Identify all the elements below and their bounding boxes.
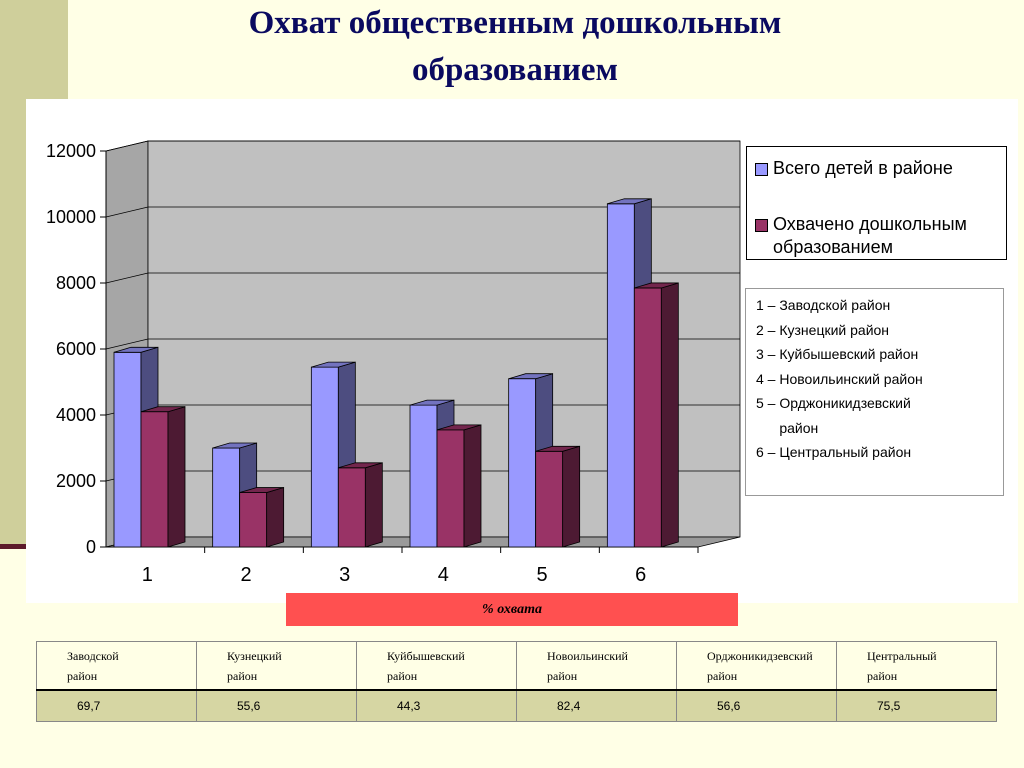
legend-label-covered: Охвачено дошкольным образованием	[773, 214, 967, 257]
district-key-line: 6 – Центральный район	[756, 444, 912, 460]
coverage-header-cell: Кузнецкий район	[196, 641, 357, 691]
gridline	[105, 272, 740, 284]
slide-title: Охват общественным дошкольным образовани…	[150, 0, 880, 94]
slide-title-line-2: образованием	[411, 52, 619, 88]
coverage-banner: % охвата	[286, 593, 738, 626]
bar-side	[364, 462, 383, 548]
y-tick-label: 6000	[56, 339, 96, 359]
district-key-line: район	[756, 419, 819, 436]
x-tick-label: 2	[240, 564, 251, 586]
y-tick-label: 12000	[46, 141, 96, 161]
bar-total	[212, 447, 241, 548]
bar-total	[409, 404, 438, 548]
y-tick-label: 4000	[56, 405, 96, 425]
bar-top	[409, 399, 455, 406]
district-key-line: 2 – Кузнецкий район	[756, 321, 890, 338]
bar-chart: 0 2000 4000 6000 8000 10000 12000 1 2 3 4 5 6	[46, 140, 741, 586]
district-key-box: 1 – Заводской район 2 – Кузнецкий район …	[745, 288, 1004, 496]
bar-top	[535, 445, 580, 452]
coverage-value-cell: 82,4	[516, 689, 677, 722]
coverage-value-cell: 55,6	[196, 689, 357, 722]
bar-covered	[633, 287, 662, 548]
bar-top	[212, 442, 257, 449]
bar-top	[436, 424, 482, 431]
x-tick-label: 1	[142, 564, 153, 586]
district-key-line: 5 – Орджоникидзевский	[756, 395, 911, 411]
bar-top	[508, 373, 553, 380]
y-tick-label: 8000	[56, 273, 96, 293]
bar-side	[562, 445, 581, 548]
coverage-header-cell: Заводской район	[36, 641, 197, 691]
legend-swatch-covered	[755, 219, 768, 232]
gridline	[105, 338, 740, 350]
bar-top	[607, 198, 652, 205]
x-tick-label: 6	[635, 564, 646, 586]
coverage-table: Заводской район Кузнецкий район Куйбышев…	[36, 641, 997, 722]
coverage-value-cell: 75,5	[836, 689, 997, 722]
gridline	[105, 206, 740, 218]
x-tick-label: 4	[438, 564, 449, 586]
coverage-header-row: Заводской район Кузнецкий район Куйбышев…	[36, 641, 997, 691]
bar-total	[508, 378, 537, 548]
bar-side	[660, 282, 679, 548]
bar-top	[311, 361, 356, 368]
bar-covered	[337, 467, 366, 548]
coverage-header-cell: Центральный район	[836, 641, 997, 691]
x-tick-label: 3	[339, 564, 350, 586]
district-key-line: 1 – Заводской район	[756, 297, 891, 313]
y-tick-label: 2000	[56, 471, 96, 491]
bar-covered	[436, 429, 465, 548]
chart-legend: Всего детей в районе Охвачено дошкольным…	[746, 146, 1007, 260]
bar-side	[167, 406, 186, 548]
coverage-value-cell: 56,6	[676, 689, 837, 722]
x-tick-label: 5	[536, 564, 547, 586]
bar-total	[113, 351, 142, 548]
bar-covered	[140, 411, 169, 548]
bar-covered	[239, 492, 268, 548]
legend-swatch-total	[755, 163, 768, 176]
bar-top	[338, 462, 383, 469]
coverage-header-cell: Новоильинский район	[516, 641, 677, 691]
bar-total	[310, 366, 339, 548]
legend-label-total: Всего детей в районе	[773, 158, 953, 178]
district-key-line: 3 – Куйбышевский район	[756, 346, 919, 362]
coverage-header-cell: Куйбышевский район	[356, 641, 517, 691]
slide-title-line-1: Охват общественным дошкольным	[248, 5, 782, 41]
coverage-value-cell: 44,3	[356, 689, 517, 722]
bar-covered	[535, 450, 564, 548]
y-tick-label: 10000	[46, 207, 96, 227]
chart-panel: 0 2000 4000 6000 8000 10000 12000 1 2 3 4 5 6 Всего …	[26, 99, 1018, 603]
bar-side	[463, 424, 482, 548]
bar-top	[140, 406, 186, 413]
coverage-value-cell: 69,7	[36, 689, 197, 722]
gridline	[105, 140, 740, 152]
y-tick-label: 0	[86, 537, 96, 557]
bar-top	[113, 346, 159, 353]
coverage-header-cell: Орджоникидзевский район	[676, 641, 837, 691]
district-key-line: 4 – Новоильинский район	[756, 370, 923, 387]
bar-top	[634, 282, 679, 289]
bar-total	[606, 203, 635, 548]
bar-side	[266, 487, 285, 548]
coverage-value-row: 69,7 55,6 44,3 82,4 56,6 75,5	[36, 689, 997, 722]
bar-top	[239, 487, 284, 493]
